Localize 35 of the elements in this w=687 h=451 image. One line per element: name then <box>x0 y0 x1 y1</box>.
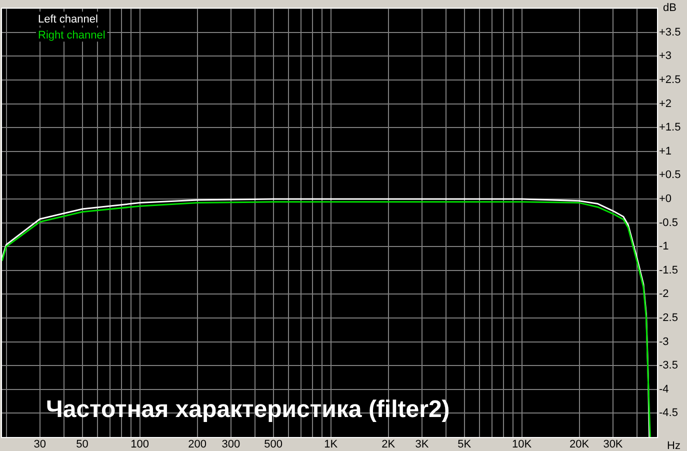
x-tick-label: 300 <box>222 438 240 451</box>
x-axis-title: Hz <box>667 440 680 451</box>
x-tick-label: 30K <box>603 438 624 451</box>
y-tick-label: +2 <box>659 98 672 110</box>
x-tick-label: 3K <box>415 438 430 451</box>
x-tick-label: 2K <box>382 438 396 451</box>
x-tick-label: 100 <box>130 438 149 451</box>
x-tick-label: 1K <box>324 438 338 451</box>
y-tick-label: -4 <box>659 383 669 396</box>
y-tick-label: +1 <box>659 145 672 158</box>
text: Частотная характеристика (filter2) <box>46 396 450 423</box>
y-tick-label: -1.5 <box>659 264 678 276</box>
y-tick-label: -3.5 <box>659 360 678 372</box>
y-tick-label: +2.5 <box>659 74 681 86</box>
y-tick-label: -2 <box>659 288 669 300</box>
y-tick-label: +1.5 <box>659 122 681 134</box>
y-tick-label: -4.5 <box>659 407 678 420</box>
x-tick-label: 10K <box>512 438 532 451</box>
x-tick-label: 50 <box>76 438 88 451</box>
x-tick-label: 20K <box>570 438 590 451</box>
x-tick-label: 500 <box>264 438 282 451</box>
y-tick-label: -0.5 <box>659 216 678 229</box>
y-tick-label: -1 <box>659 240 669 253</box>
y-axis-title: dB <box>663 2 676 14</box>
y-tick-label: +0 <box>659 193 672 206</box>
x-tick-label: 5K <box>458 438 472 451</box>
y-tick-label: -3 <box>659 336 669 348</box>
x-tick-label: 200 <box>188 438 206 451</box>
y-tick-label: -2.5 <box>659 312 678 324</box>
text: Left channel <box>38 14 98 26</box>
y-tick-label: +3 <box>659 50 672 62</box>
x-tick-label: 30 <box>34 438 46 451</box>
text: Right channel <box>38 30 106 42</box>
y-tick-label: +3.5 <box>659 26 681 38</box>
y-tick-label: +0.5 <box>659 169 681 182</box>
